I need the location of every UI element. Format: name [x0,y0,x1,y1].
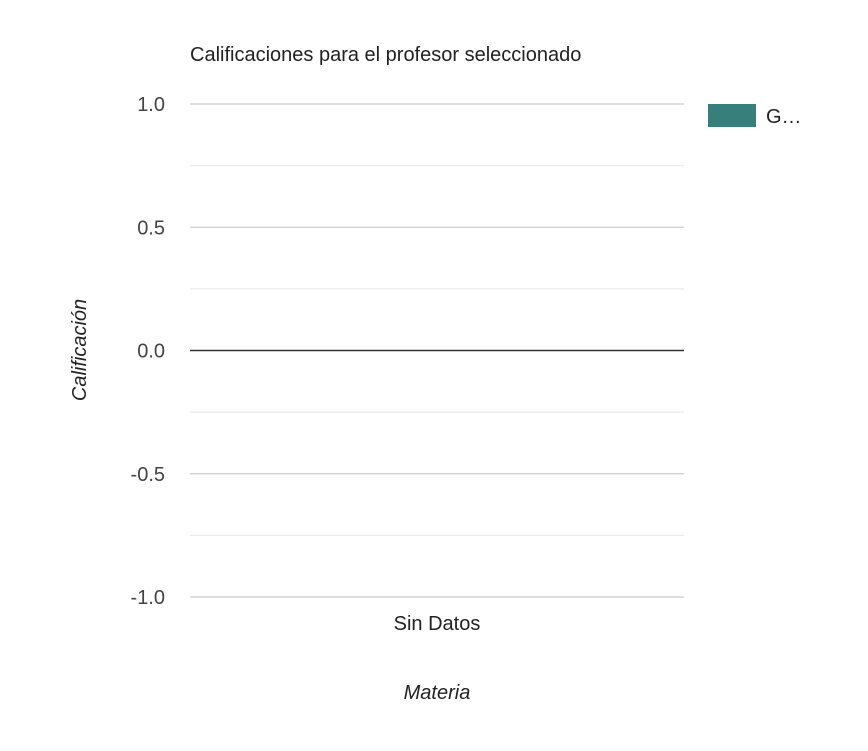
legend-label[interactable]: G… [766,106,802,128]
y-tick-label: 0.5 [137,217,165,239]
y-tick-label: 0.0 [137,341,165,363]
y-tick-label: -1.0 [131,587,165,609]
x-tick-label: Sin Datos [394,613,481,635]
y-tick-label: -0.5 [131,464,165,486]
chart-title: Calificaciones para el profesor seleccio… [190,44,581,66]
x-axis-label: Materia [404,682,471,704]
y-tick-label: 1.0 [137,94,165,116]
x-tick-labels: Sin Datos [394,613,481,635]
legend: G… [708,104,802,128]
y-axis-label: Calificación [69,299,91,401]
legend-swatch [708,104,756,127]
